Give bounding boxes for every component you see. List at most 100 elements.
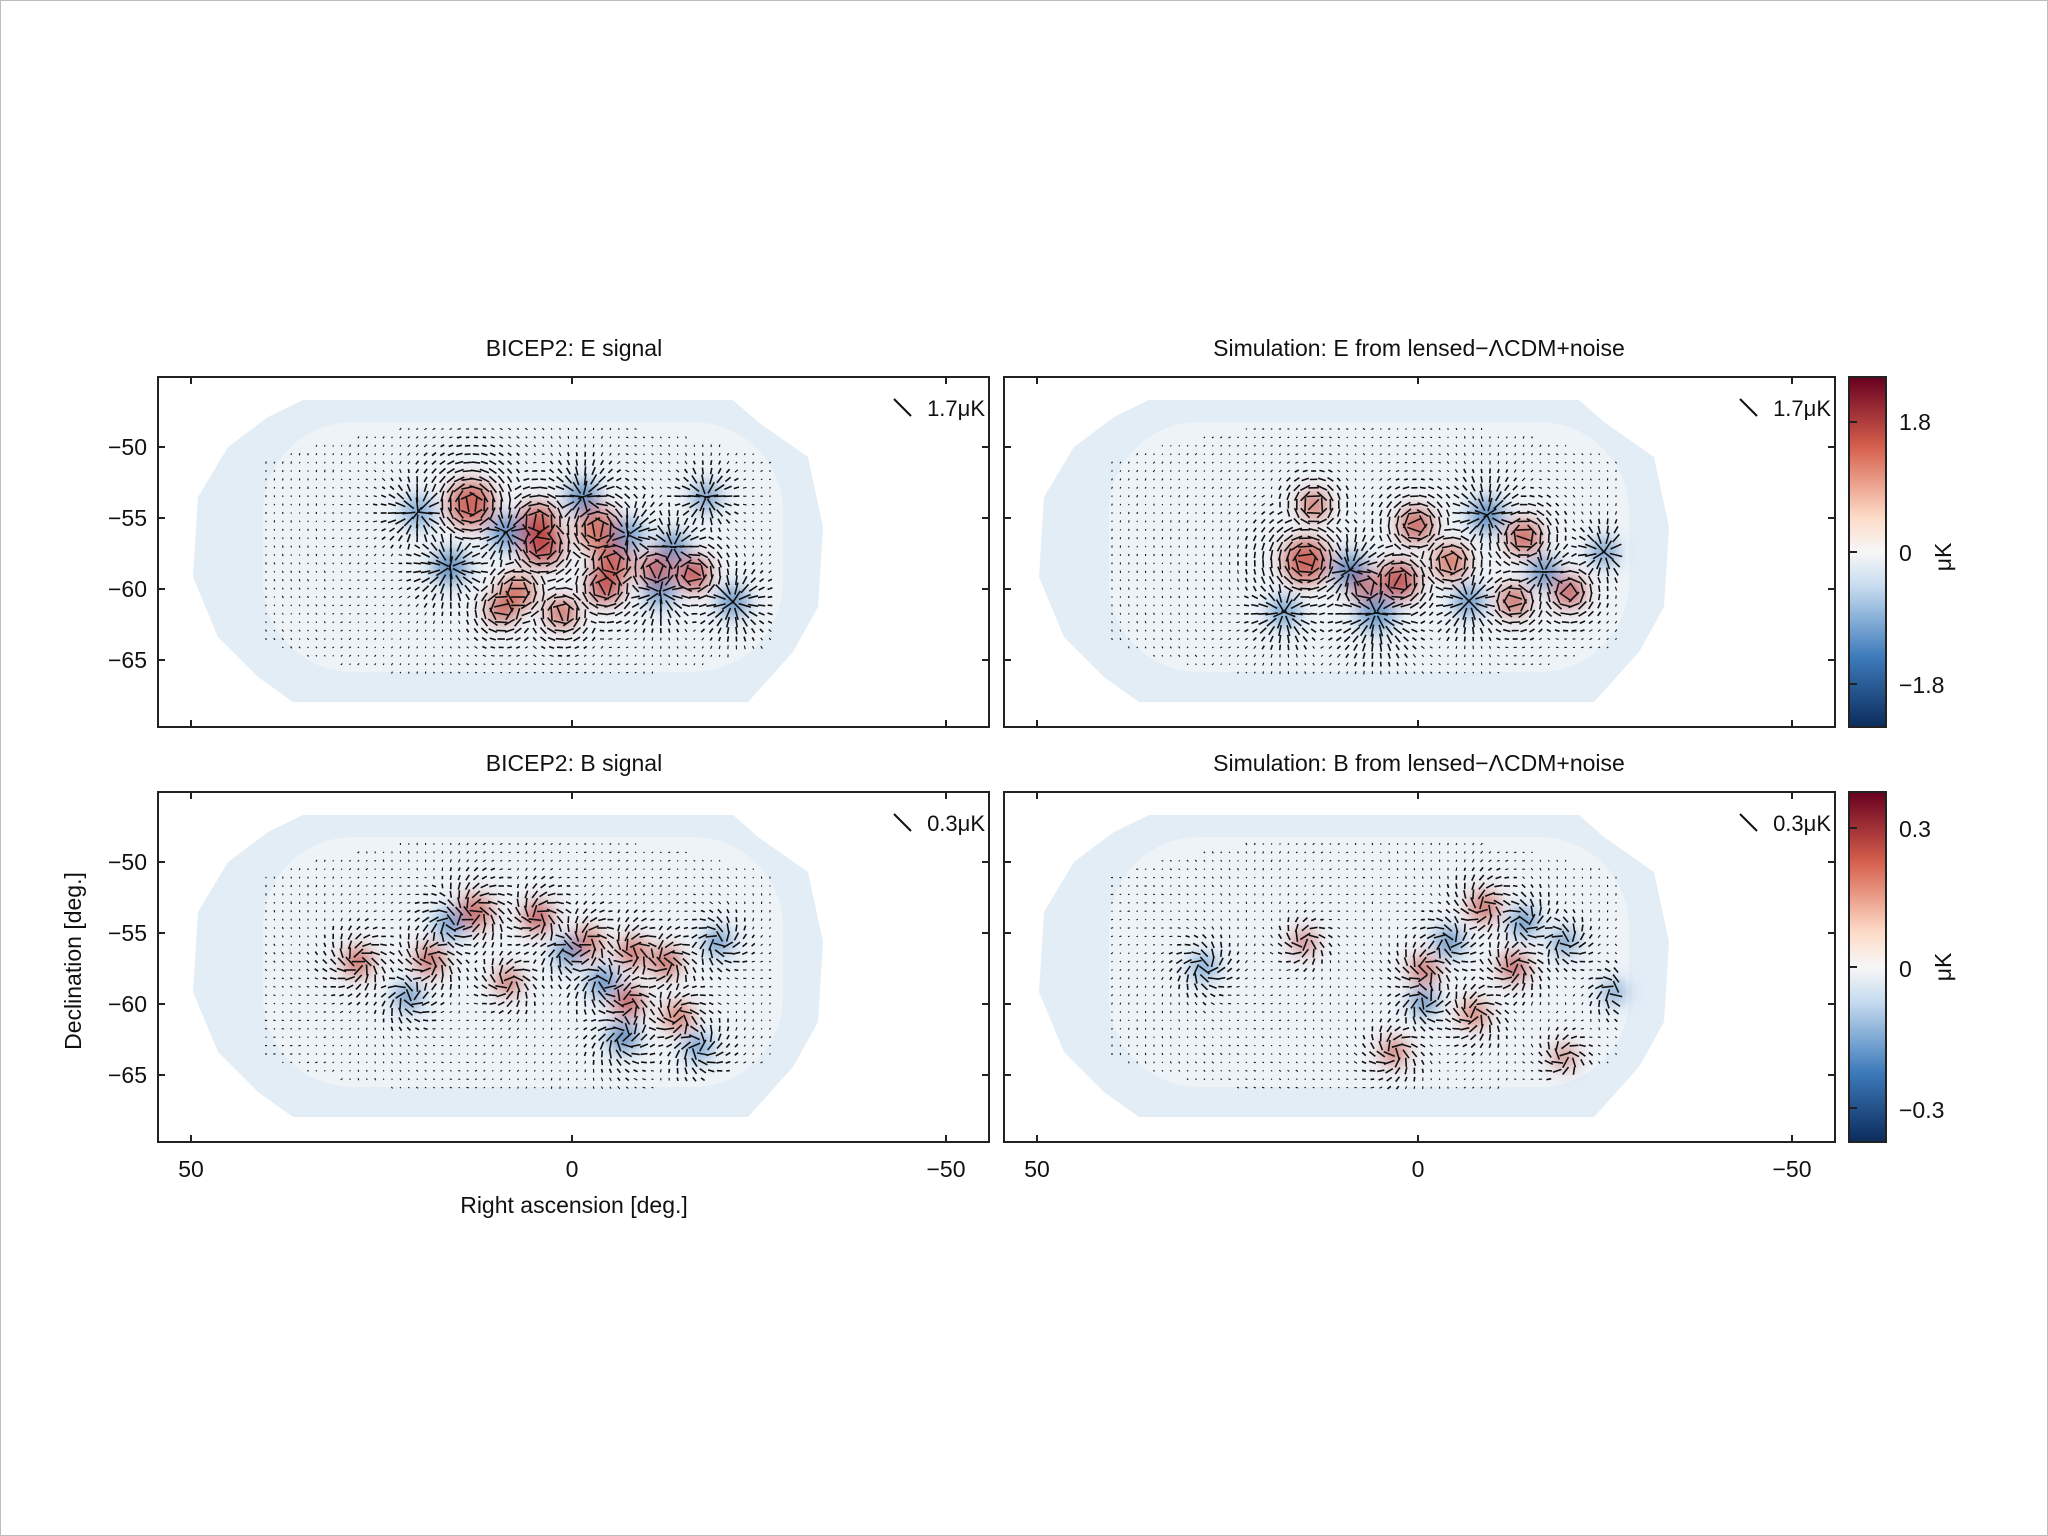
polarization-vector bbox=[1261, 567, 1265, 576]
polarization-vector bbox=[505, 590, 514, 604]
polarization-vector bbox=[685, 851, 687, 854]
polarization-vector bbox=[440, 930, 445, 942]
polarization-vector bbox=[1522, 452, 1525, 456]
polarization-vector bbox=[547, 949, 556, 958]
polarization-vector bbox=[668, 885, 671, 887]
polarization-vector bbox=[454, 942, 464, 948]
polarization-vector bbox=[659, 486, 662, 490]
polarization-vector bbox=[523, 905, 529, 917]
polarization-vector bbox=[472, 585, 480, 592]
polarization-vector bbox=[582, 574, 588, 586]
polarization-vector bbox=[533, 992, 537, 998]
polarization-vector bbox=[558, 876, 562, 879]
polarization-vector bbox=[454, 460, 464, 465]
polarization-vector bbox=[608, 910, 613, 913]
polarization-vector bbox=[357, 901, 360, 904]
polarization-vector bbox=[1611, 559, 1621, 568]
polarization-vector bbox=[1353, 652, 1358, 659]
polarization-vector bbox=[547, 914, 556, 925]
polarization-vector bbox=[497, 574, 506, 586]
polarization-vector bbox=[675, 469, 680, 473]
polarization-vector bbox=[357, 910, 360, 913]
polarization-vector bbox=[625, 859, 629, 862]
polarization-vector bbox=[430, 542, 438, 551]
polarization-vector bbox=[550, 427, 553, 431]
polarization-vector bbox=[1268, 541, 1275, 552]
polarization-vector bbox=[454, 468, 464, 474]
polarization-vector bbox=[1153, 637, 1155, 641]
polarization-vector bbox=[1407, 511, 1421, 515]
polarization-vector bbox=[651, 893, 654, 896]
polarization-vector bbox=[691, 926, 698, 930]
polarization-vector bbox=[1186, 528, 1189, 532]
polarization-vector bbox=[1442, 603, 1454, 608]
polarization-vector bbox=[1320, 637, 1324, 641]
polarization-vector bbox=[676, 628, 680, 633]
polarization-vector bbox=[290, 637, 293, 641]
polarization-vector bbox=[1368, 598, 1377, 613]
polarization-vector bbox=[415, 1027, 420, 1031]
polarization-vector bbox=[1468, 525, 1478, 535]
polarization-vector bbox=[306, 985, 310, 988]
polarization-vector bbox=[466, 671, 469, 674]
polarization-vector bbox=[465, 967, 470, 973]
polarization-vector bbox=[701, 976, 705, 981]
polarization-vector bbox=[633, 507, 639, 519]
polarization-vector bbox=[769, 1019, 771, 1022]
polarization-vector bbox=[481, 984, 488, 990]
polarization-vector bbox=[323, 859, 326, 862]
polarization-vector bbox=[638, 527, 650, 533]
polarization-vector bbox=[1578, 535, 1586, 541]
polarization-vector bbox=[582, 908, 588, 915]
hot-spot bbox=[1284, 539, 1328, 583]
polarization-vector bbox=[716, 543, 723, 550]
polarization-vector bbox=[718, 901, 722, 905]
polarization-vector bbox=[1606, 461, 1609, 464]
polarization-vector bbox=[531, 890, 539, 899]
polarization-vector bbox=[516, 671, 520, 674]
polarization-vector bbox=[708, 957, 714, 966]
polarization-vector bbox=[462, 469, 473, 473]
polarization-vector bbox=[498, 1009, 504, 1015]
polarization-vector bbox=[750, 619, 757, 626]
polarization-vector bbox=[571, 941, 583, 949]
polarization-vector bbox=[330, 949, 336, 957]
polarization-vector bbox=[1211, 495, 1214, 498]
polarization-vector bbox=[348, 478, 352, 481]
polarization-vector bbox=[482, 859, 487, 863]
polarization-vector bbox=[1581, 503, 1584, 506]
polarization-vector bbox=[600, 444, 604, 448]
polarization-vector bbox=[1400, 560, 1412, 567]
polarization-vector bbox=[479, 892, 490, 897]
polarization-vector bbox=[673, 531, 682, 545]
polarization-vector bbox=[1528, 583, 1536, 594]
polarization-vector bbox=[340, 604, 343, 607]
polarization-vector bbox=[752, 1035, 755, 1039]
polarization-vector bbox=[697, 594, 708, 600]
polarization-vector bbox=[306, 637, 310, 641]
polarization-vector bbox=[1363, 670, 1365, 675]
polarization-vector bbox=[1463, 468, 1467, 474]
polarization-vector bbox=[1488, 483, 1492, 493]
polarization-vector bbox=[455, 574, 464, 586]
polarization-vector bbox=[1211, 612, 1214, 616]
polarization-vector bbox=[1317, 594, 1327, 600]
polarization-vector bbox=[674, 486, 681, 490]
polarization-vector bbox=[1547, 646, 1550, 649]
polarization-vector bbox=[540, 932, 547, 941]
polarization-vector bbox=[420, 561, 431, 565]
polarization-vector bbox=[641, 501, 647, 509]
polarization-vector bbox=[332, 860, 334, 862]
polarization-vector bbox=[397, 484, 404, 492]
polarization-vector bbox=[457, 859, 461, 863]
polarization-vector bbox=[1485, 610, 1495, 617]
polarization-vector bbox=[489, 884, 497, 888]
polarization-vector bbox=[642, 493, 646, 499]
polarization-vector bbox=[1510, 561, 1520, 566]
polarization-vector bbox=[411, 506, 423, 520]
polarization-vector bbox=[421, 1001, 430, 1007]
polarization-vector bbox=[700, 909, 705, 913]
polarization-vector bbox=[693, 859, 696, 862]
polarization-vector bbox=[759, 578, 765, 583]
polarization-vector bbox=[530, 486, 540, 489]
